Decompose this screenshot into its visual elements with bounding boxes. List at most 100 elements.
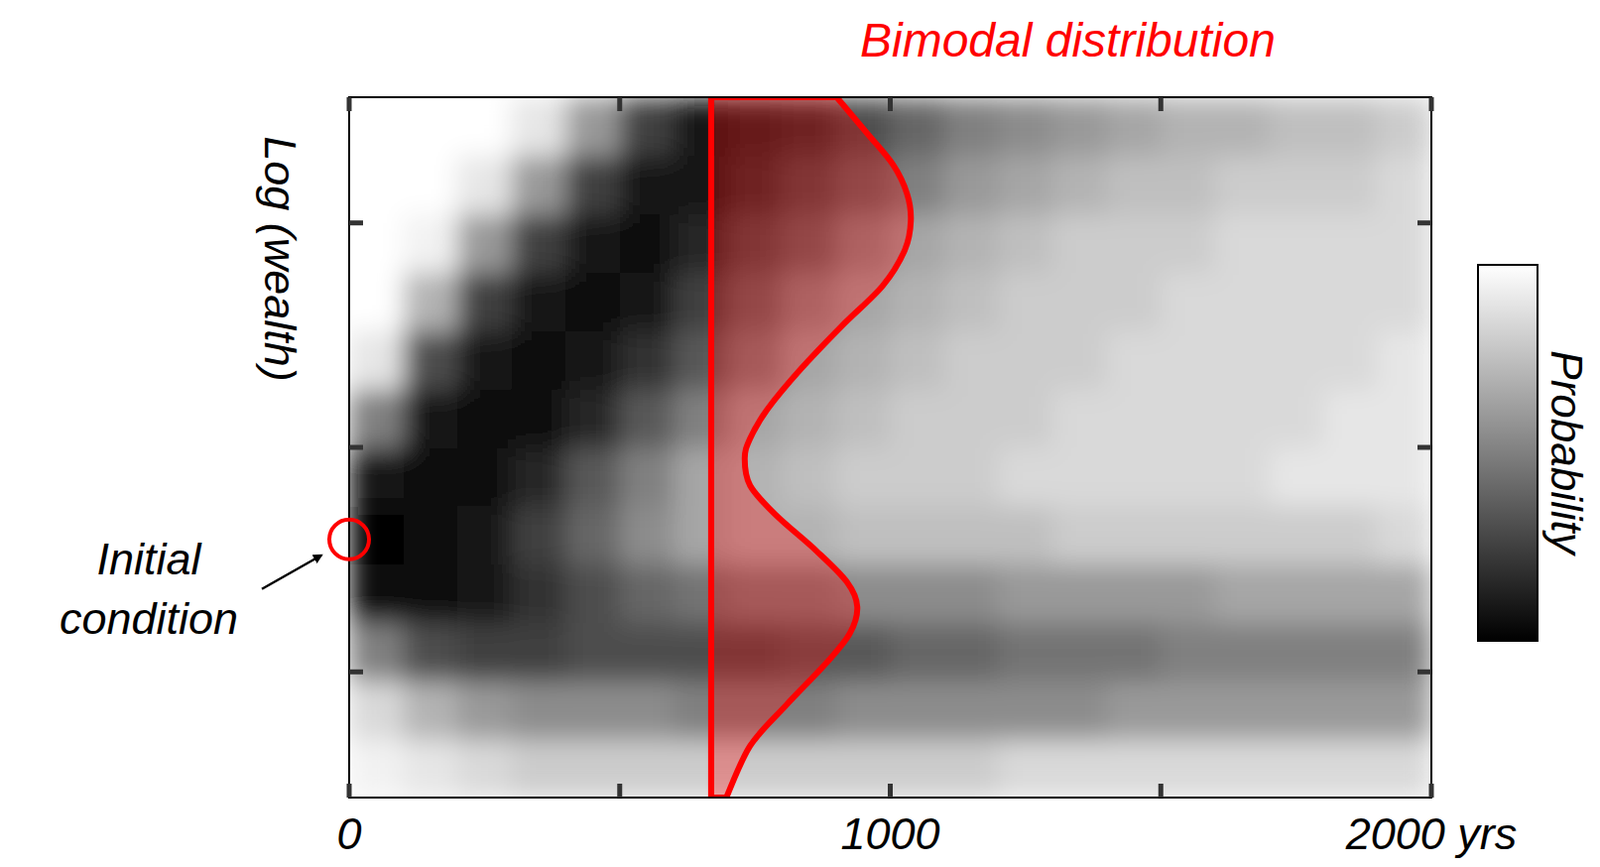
heat-cell [1160,388,1216,448]
heat-cell [403,680,459,739]
x-tick [347,783,353,798]
heat-cell [619,272,675,332]
heat-cell [781,388,837,448]
heat-cell [1376,330,1432,389]
heat-cell [349,447,404,506]
heat-cell [619,680,675,739]
heat-cell [1160,622,1216,682]
heat-cell [890,330,946,389]
heat-cell [1107,272,1162,332]
heat-cell [1268,738,1324,798]
heat-cell [403,447,459,506]
heat-cell [998,564,1054,623]
heat-cell [457,447,512,506]
heat-cell [1107,738,1162,798]
heat-cell [349,680,404,739]
heat-cell [565,388,620,448]
heat-cell [1268,330,1324,389]
heat-cell [1215,680,1270,739]
heat-cell [1052,738,1108,798]
x-tick [347,97,353,112]
heat-cell [565,447,620,506]
heat-cell [1160,505,1216,565]
heat-cell [1268,505,1324,565]
heat-cell [1323,272,1378,332]
heat-cell [1215,330,1270,389]
heat-cell [619,447,675,506]
heat-cell [836,505,891,565]
heat-cell [1215,447,1270,506]
y-tick [1417,445,1432,451]
heat-cell [1107,505,1162,565]
heat-cell [890,505,946,565]
heat-cell [1052,214,1108,273]
heat-cell [1376,505,1432,565]
heat-cell [1107,214,1162,273]
heat-cell [998,680,1054,739]
heat-cell [998,388,1054,448]
heat-cell [998,272,1054,332]
heat-cell [836,447,891,506]
heat-cell [1107,564,1162,623]
y-axis-title: Log (wealth) [254,135,306,382]
heat-cell [619,155,675,215]
heat-cell [1215,272,1270,332]
heat-cell [511,738,567,798]
heat-cell [619,214,675,273]
x-tick [1429,97,1435,112]
heat-cell [1160,564,1216,623]
heat-cell [1376,680,1432,739]
heat-cell [1160,97,1216,156]
heat-cell [457,330,512,389]
heat-cell [836,388,891,448]
heat-cell [565,97,620,156]
heat-cell [1052,155,1108,215]
heat-cell [1107,680,1162,739]
heat-cell [1215,564,1270,623]
heat-cell [1160,214,1216,273]
heat-cell [403,214,459,273]
heat-cell [998,97,1054,156]
heat-cell [403,564,459,623]
heat-cell [349,97,404,156]
heat-cell [1052,622,1108,682]
y-tick [1417,669,1432,675]
y-tick [349,220,364,226]
heat-cell [1323,447,1378,506]
heat-cell [890,738,946,798]
heat-cell [836,738,891,798]
heat-cell [349,272,404,332]
x-tick [1158,97,1164,112]
heat-cell [1107,97,1162,156]
heat-cell [457,272,512,332]
heat-cell [781,447,837,506]
heat-cell [565,622,620,682]
heat-cell [457,738,512,798]
heat-cell [349,738,404,798]
heat-cell [1107,447,1162,506]
heat-cell [836,330,891,389]
heat-cell [1323,564,1378,623]
heat-cell [1268,564,1324,623]
heat-cell [998,447,1054,506]
heat-cell [1376,447,1432,506]
heat-cell [1107,330,1162,389]
heat-cell [998,622,1054,682]
heat-cell [1323,97,1378,156]
heat-cell [1376,155,1432,215]
heat-cell [944,330,999,389]
x-tick-label: 1000 [840,808,940,860]
heat-cell [1052,330,1108,389]
heat-cell [1323,155,1378,215]
heat-cell [511,388,567,448]
heat-cell [890,680,946,739]
heat-cell [1376,272,1432,332]
heat-cell [349,330,404,389]
heat-cell [349,564,404,623]
heat-cell [836,680,891,739]
heat-cell [1160,680,1216,739]
heat-cell [781,738,837,798]
heat-cell [403,738,459,798]
heat-cell [1107,388,1162,448]
distribution-baseline [708,97,715,798]
